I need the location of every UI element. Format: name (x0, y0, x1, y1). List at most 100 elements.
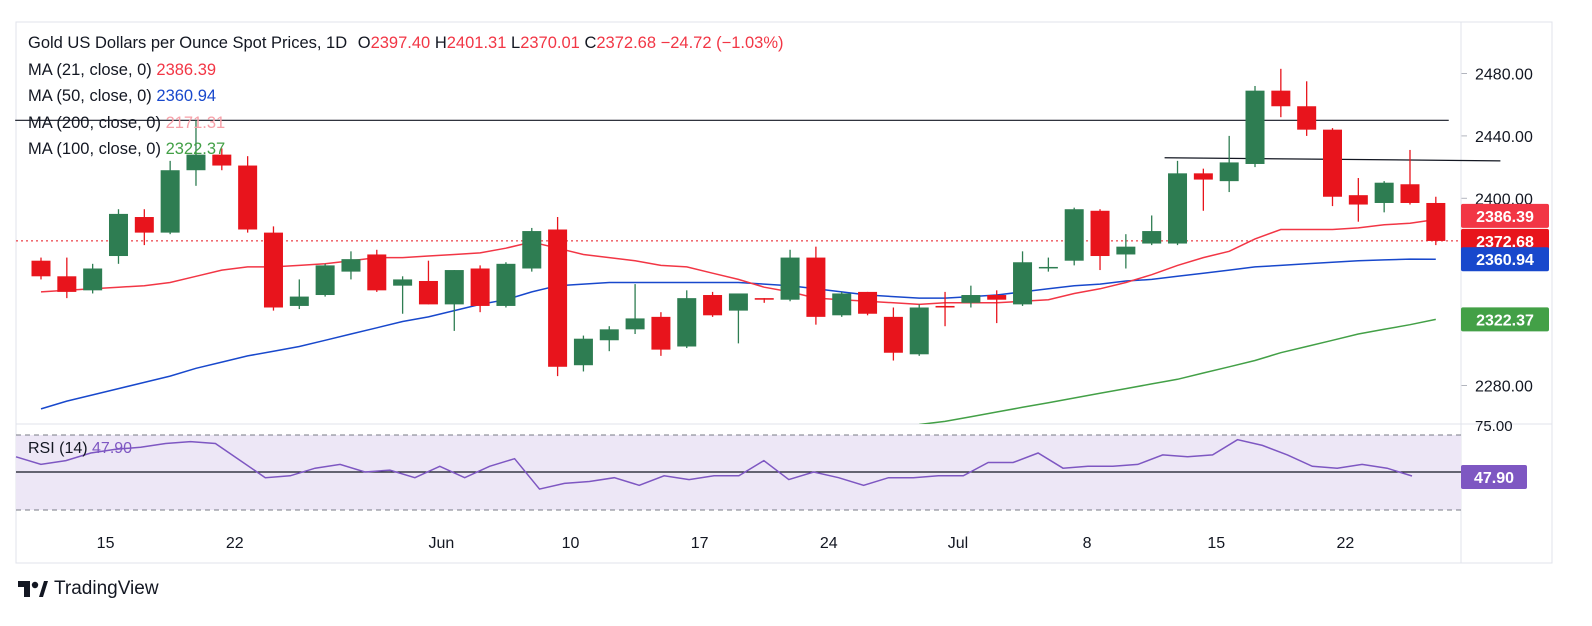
candle-body (263, 232, 283, 308)
price-change: −24.72 (−1.03%) (660, 34, 784, 52)
candle-up (1064, 207, 1084, 266)
y-tick-label: 2280.00 (1475, 379, 1533, 396)
ma200-legend[interactable]: MA (200, close, 0) 2171.31 (28, 110, 784, 137)
candle-down (754, 298, 774, 303)
candle-up (1168, 160, 1188, 246)
candle-body (677, 298, 697, 347)
candle-body (625, 318, 645, 330)
candle-down (238, 156, 258, 233)
ma100-line (919, 318, 1436, 424)
x-tick-label: 15 (97, 535, 115, 552)
candle-up (83, 263, 103, 294)
price-badge-label: 2360.94 (1476, 252, 1534, 269)
candle-body (1142, 231, 1162, 244)
x-tick-label: 8 (1083, 535, 1092, 552)
candle-up (1142, 215, 1162, 246)
candle-down (858, 291, 878, 316)
chart-frame (15, 21, 1553, 564)
candle-body (599, 329, 619, 341)
candle-body (57, 276, 77, 292)
open-value: 2397.40 (370, 34, 431, 52)
candle-body (1348, 195, 1368, 205)
price-badge-label: 2322.37 (1476, 312, 1534, 329)
ma200-value: 2171.31 (165, 113, 226, 132)
candle-down (651, 312, 671, 356)
symbol-title: Gold US Dollars per Ounce Spot Prices, 1… (28, 34, 348, 52)
candle-down (935, 291, 955, 327)
candle-down (134, 209, 154, 246)
candle-down (212, 148, 232, 171)
candle-down (57, 257, 77, 299)
candle-down (1400, 149, 1420, 205)
candle-body (496, 263, 516, 306)
price-badge-bg (1461, 228, 1549, 253)
brand-name: TradingView (54, 578, 159, 599)
candle-body (238, 165, 258, 230)
candle-body (1323, 129, 1342, 197)
candle-body (832, 293, 852, 316)
rsi-badge: 47.90 (1461, 465, 1527, 489)
tradingview-logo[interactable]: TradingView (18, 578, 159, 600)
ma21-label: MA (21, close, 0) (28, 60, 152, 79)
candle-body (108, 213, 128, 257)
candle-body (909, 307, 929, 355)
candle-body (212, 154, 232, 166)
rsi-badge-label: 47.90 (1474, 470, 1514, 487)
rsi-badge-bg (1461, 465, 1527, 489)
rsi-line (15, 438, 1413, 490)
candle-down (367, 249, 387, 292)
candle-up (573, 335, 593, 372)
candle-down (1323, 128, 1342, 207)
candle-up (625, 284, 645, 335)
rsi-label: RSI (14) (28, 440, 88, 457)
candle-up (728, 293, 748, 344)
candle-up (341, 251, 361, 280)
candle-body (754, 298, 774, 300)
x-tick-label: 17 (691, 535, 709, 552)
ma100-legend[interactable]: MA (100, close, 0) 2322.37 (28, 136, 784, 163)
ma50-legend[interactable]: MA (50, close, 0) 2360.94 (28, 83, 784, 110)
candle-body (961, 295, 981, 303)
close-value: 2372.68 (596, 34, 657, 52)
candle-up (780, 249, 800, 302)
ma50-label: MA (50, close, 0) (28, 87, 152, 105)
rsi-top-tick: 75.00 (1475, 418, 1513, 435)
candle-body (31, 260, 51, 277)
candle-body (1013, 262, 1033, 305)
x-tick-label: 22 (1337, 535, 1355, 552)
candle-down (987, 290, 1007, 324)
candle-down (806, 246, 826, 325)
candle-up (961, 285, 981, 308)
candle-down (703, 291, 723, 317)
candle-up (599, 326, 619, 352)
symbol-ohlc-row: Gold US Dollars per Ounce Spot Prices, 1… (28, 30, 784, 57)
candle-body (160, 170, 180, 233)
candle-body (935, 305, 955, 308)
candle-body (1116, 246, 1136, 255)
candle-body (367, 254, 387, 291)
candle-body (83, 268, 103, 291)
candle-up (1245, 85, 1265, 168)
candle-body (1219, 162, 1239, 182)
candle-down (1426, 196, 1446, 246)
candle-down (470, 265, 490, 313)
ma100-label: MA (100, close, 0) (28, 140, 161, 158)
rsi-legend[interactable]: RSI (14) 47.90 (28, 440, 132, 458)
candle-body (522, 231, 542, 269)
candle-body (1374, 182, 1394, 203)
tradingview-icon (18, 581, 48, 597)
ma200-label: MA (200, close, 0) (28, 113, 161, 132)
ma21-legend[interactable]: MA (21, close, 0) 2386.39 (28, 57, 784, 84)
candle-body (315, 265, 335, 296)
low-value: 2370.01 (520, 34, 580, 52)
candle-body (1064, 209, 1084, 261)
price-badge-bg (1461, 247, 1549, 272)
price-badge: 2360.94 (1461, 247, 1549, 272)
open-label: O (357, 34, 371, 52)
candle-body (883, 316, 903, 353)
ma21-value: 2386.39 (156, 60, 217, 79)
candle-up (1116, 234, 1136, 269)
candle-body (186, 154, 206, 171)
ma100-value: 2322.37 (165, 140, 226, 158)
